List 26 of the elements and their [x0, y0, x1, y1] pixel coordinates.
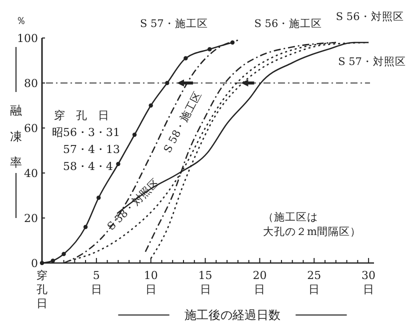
annotation: 穿 孔 日 [54, 109, 109, 122]
series-label: S 57・施工区 [140, 16, 208, 30]
series-label: S 57・対照区 [338, 55, 406, 68]
y-tick-label: 20 [24, 212, 38, 225]
annotation: （施工区は大孔の２m間隔区） [262, 210, 361, 238]
y-tick-label: 60 [24, 122, 38, 135]
x-tick-label: 穿孔日 [36, 269, 48, 310]
series-label: S 56・施工区 [254, 16, 322, 30]
y-tick-label: 0 [31, 257, 38, 270]
legend-label: S 58・施工区 [160, 88, 204, 155]
x-tick-label: 20 日 [252, 269, 267, 296]
y-tick-label: 100 [17, 32, 38, 45]
series-label: S 56・対照区 [336, 10, 404, 23]
x-tick-label: 5 日 [90, 269, 102, 296]
annotation: 57・4・13 [63, 143, 120, 156]
text: ％ [16, 16, 26, 27]
x-tick-label: 25 日 [307, 269, 322, 296]
annotation: 58・4・4 [63, 160, 113, 173]
annotation: 昭56・3・31 [52, 126, 120, 139]
x-tick-label: 15 日 [198, 269, 212, 296]
x-axis-title: 施工後の経過日数 [184, 308, 280, 322]
y-tick-label: 80 [24, 77, 38, 90]
y-axis-title: 融凍率 [10, 104, 22, 170]
x-tick-label: 30 日 [362, 269, 376, 296]
x-tick-label: 10 日 [144, 269, 158, 296]
y-tick-label: 40 [24, 167, 38, 180]
